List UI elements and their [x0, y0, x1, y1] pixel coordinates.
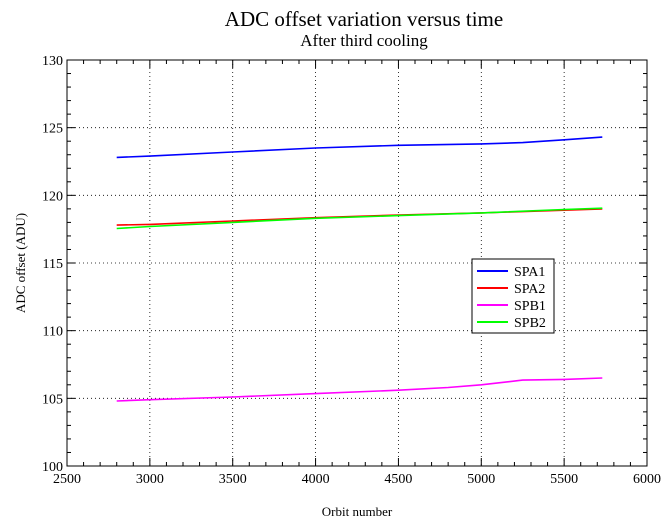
legend-label-spb1: SPB1 [514, 299, 546, 314]
series-line-spb1 [116, 377, 603, 402]
legend-label-spa2: SPA2 [514, 282, 545, 297]
chart-title: ADC offset variation versus time [225, 7, 503, 31]
x-tick-label: 4500 [384, 472, 412, 487]
series-line-spa1 [116, 136, 603, 159]
grid [67, 60, 647, 466]
y-tick-label: 125 [42, 122, 63, 137]
x-tick-label: 5000 [467, 472, 495, 487]
y-tick-label: 105 [42, 392, 63, 407]
x-tick-label: 3500 [219, 472, 247, 487]
chart-subtitle: After third cooling [300, 31, 428, 50]
axis-tick-labels: 2500 3000 3500 4000 4500 5000 5500 6000 100 105 11… [42, 54, 661, 487]
y-tick-label: 130 [42, 54, 63, 69]
plot-frame [66, 59, 648, 467]
legend-label-spb2: SPB2 [514, 316, 546, 331]
series-lines [116, 136, 603, 402]
legend-box [471, 258, 555, 334]
x-tick-label: 4000 [302, 472, 330, 487]
x-tick-label: 2500 [53, 472, 81, 487]
x-axis-label: Orbit number [322, 504, 393, 519]
x-tick-label: 3000 [136, 472, 164, 487]
y-axis-label: ADC offset (ADU) [13, 213, 28, 313]
y-tick-label: 120 [42, 189, 63, 204]
y-tick-label: 110 [43, 325, 63, 340]
legend: SPA1 SPA2 SPB1 SPB2 [471, 258, 555, 334]
series-line-spb2 [116, 207, 603, 230]
x-tick-label: 6000 [633, 472, 661, 487]
x-tick-label: 5500 [550, 472, 578, 487]
y-tick-label: 115 [43, 257, 63, 272]
y-tick-label: 100 [42, 460, 63, 475]
legend-label-spa1: SPA1 [514, 265, 545, 280]
